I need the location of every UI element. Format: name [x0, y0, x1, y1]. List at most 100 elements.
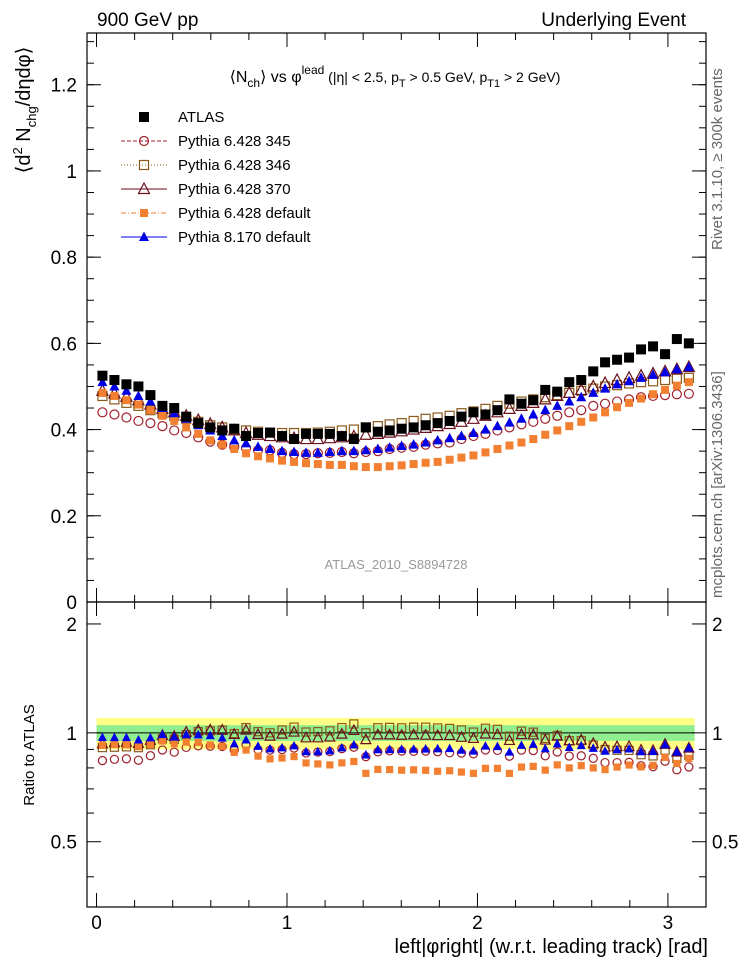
- data-point: [121, 385, 132, 395]
- main-plot-ticks: 0 0.2 0.4 0.6 0.8 1 1.2: [51, 33, 706, 614]
- ratio-point: [206, 741, 214, 749]
- data-point: [564, 396, 575, 406]
- ratio-point: [395, 728, 408, 740]
- data-point: [456, 430, 467, 441]
- ratio-point: [444, 723, 455, 734]
- ratio-point: [493, 764, 502, 772]
- ratio-point: [576, 740, 586, 750]
- ratio-point: [278, 754, 286, 762]
- ratio-point: [146, 741, 155, 749]
- data-point: [420, 437, 431, 447]
- y-tick-label: 0: [66, 593, 77, 614]
- data-point: [599, 398, 611, 409]
- data-point: [469, 451, 478, 460]
- ratio-point: [492, 724, 503, 735]
- data-point: [265, 443, 276, 453]
- data-point: [577, 417, 586, 426]
- data-point: [121, 412, 132, 423]
- ratio-point: [480, 741, 490, 750]
- data-point: [181, 411, 192, 422]
- ratio-point: [134, 743, 143, 751]
- data-point: [145, 396, 156, 406]
- data-point: [540, 404, 551, 415]
- ratio-point: [613, 763, 621, 771]
- x-tick-label: 3: [663, 913, 674, 934]
- ratio-point: [443, 728, 456, 741]
- ratio-point: [97, 732, 107, 741]
- data-point: [265, 427, 276, 438]
- ratio-point: [335, 727, 348, 739]
- legend-marker: [138, 135, 150, 147]
- y-tick-label: 0.6: [51, 334, 77, 355]
- ratio-point: [337, 722, 347, 733]
- data-point: [385, 462, 394, 471]
- ratio-point: [660, 739, 670, 749]
- data-point: [359, 427, 373, 440]
- data-point: [528, 416, 539, 427]
- data-point: [133, 390, 144, 400]
- data-point: [324, 446, 335, 456]
- data-point: [636, 372, 647, 382]
- header-right: Underlying Event: [541, 10, 686, 31]
- data-point: [170, 416, 179, 425]
- data-point: [242, 449, 251, 458]
- data-point: [372, 426, 383, 437]
- ratio-point: [253, 726, 263, 737]
- ratio-point: [673, 759, 681, 768]
- data-point: [373, 463, 382, 472]
- ratio-point: [371, 728, 384, 740]
- data-point: [612, 354, 623, 365]
- data-point: [502, 401, 516, 414]
- ratio-point: [170, 740, 178, 748]
- ratio-point: [264, 729, 276, 741]
- ratio-point: [480, 723, 491, 733]
- y-tick-label: 1.2: [51, 76, 77, 97]
- ratio-point: [350, 757, 358, 766]
- ratio-point: [252, 727, 264, 740]
- data-point: [421, 458, 430, 467]
- data-point: [505, 441, 514, 450]
- data-point: [289, 434, 300, 445]
- data-point: [301, 428, 312, 439]
- ratio-point: [541, 766, 549, 774]
- ratio-point: [479, 727, 492, 739]
- ratio-point: [682, 741, 695, 753]
- ratio-point: [410, 766, 418, 774]
- data-point: [468, 407, 479, 418]
- ratio-point: [194, 739, 202, 747]
- ratio-point: [552, 738, 562, 748]
- ratio-y-tick-label: 0.5: [51, 833, 77, 854]
- data-point: [648, 369, 659, 379]
- ratio-point: [325, 745, 335, 755]
- data-point: [588, 400, 599, 411]
- legend-entry: Pythia 6.428 default: [121, 205, 311, 222]
- ratio-y-tick-label-right: 0.5: [712, 833, 738, 854]
- legend: ATLAS Pythia 6.428 345 Pythia 6.428 346 Pyt…: [121, 109, 311, 246]
- data-point: [432, 418, 443, 429]
- data-point: [433, 457, 442, 466]
- ratio-point: [347, 723, 360, 736]
- data-point: [230, 444, 239, 453]
- data-point: [169, 425, 180, 436]
- data-point: [396, 423, 407, 434]
- ratio-point: [122, 741, 131, 749]
- data-point: [146, 406, 155, 415]
- data-point: [254, 452, 263, 461]
- data-point: [625, 398, 634, 407]
- ratio-point: [326, 761, 334, 769]
- ratio-point: [589, 764, 597, 772]
- ratio-point: [145, 751, 156, 761]
- ratio-point: [384, 722, 395, 733]
- data-point: [169, 403, 180, 414]
- data-point: [456, 411, 467, 422]
- data-point: [229, 434, 240, 445]
- data-point: [110, 391, 119, 400]
- ratio-y-tick-label-right: 1: [712, 724, 723, 745]
- data-point: [538, 392, 552, 405]
- ratio-point: [505, 769, 514, 778]
- data-point: [457, 453, 466, 462]
- ratio-point: [288, 725, 300, 737]
- data-point: [444, 432, 455, 443]
- data-point: [312, 447, 323, 457]
- data-point: [553, 426, 562, 435]
